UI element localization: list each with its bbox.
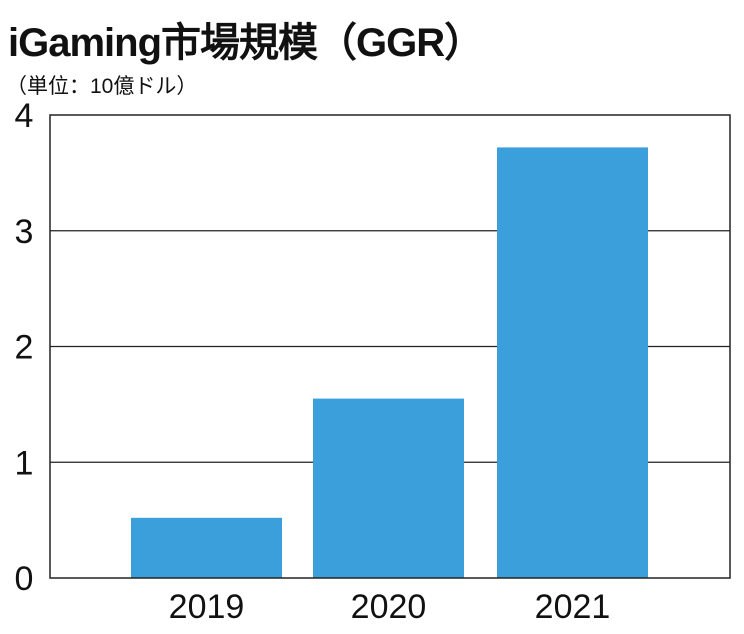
bar-2021 <box>497 147 648 578</box>
y-tick-label: 4 <box>15 97 34 135</box>
plot-frame <box>49 114 731 579</box>
y-tick-label: 1 <box>15 444 34 482</box>
bar-2020 <box>313 398 464 578</box>
x-tick-label: 2020 <box>351 588 427 626</box>
bar-2019 <box>131 517 282 578</box>
x-tick-label: 2021 <box>535 588 611 626</box>
y-tick-label: 0 <box>15 560 34 598</box>
chart-title: iGaming市場規模（GGR） <box>8 21 484 65</box>
x-tick-label: 2019 <box>169 588 245 626</box>
chart-subtitle: （単位：10億ドル） <box>6 75 198 98</box>
y-tick-label: 3 <box>15 213 34 251</box>
y-tick-label: 2 <box>15 329 34 367</box>
